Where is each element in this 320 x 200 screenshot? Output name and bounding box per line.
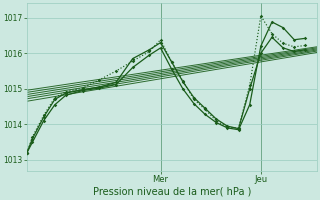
X-axis label: Pression niveau de la mer( hPa ): Pression niveau de la mer( hPa ) [92, 187, 251, 197]
